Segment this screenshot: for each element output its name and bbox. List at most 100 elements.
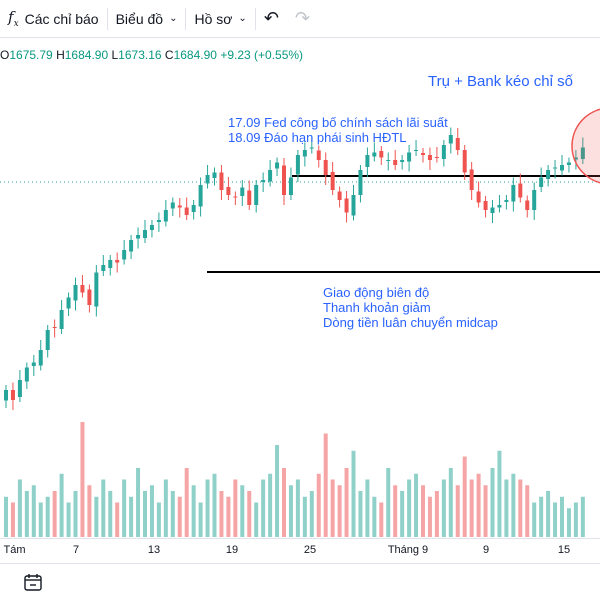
volume-bar [386,468,391,537]
function-icon: fx [8,8,19,29]
candle-body [275,162,280,169]
volume-bar [580,496,585,537]
candle-body [94,272,99,307]
volume-bar [469,479,474,537]
volume-bar [448,468,453,537]
annotation-range-line2[interactable]: Thanh khoản giảm [323,300,431,315]
candle-body [462,150,467,173]
volume-bar [143,491,147,537]
annotation-range-line3[interactable]: Dòng tiền luân chuyển midcap [323,315,498,330]
volume-bar [198,502,203,537]
annotation-range-line1[interactable]: Giao động biên độ [323,285,430,300]
volume-bar [407,479,412,537]
annotation-event-line2[interactable]: 18.09 Đáo hạn phái sinh HĐTL [228,130,407,145]
volume-bar [94,496,99,537]
volume-bar [268,473,273,537]
candle-body [24,367,29,382]
undo-button[interactable]: ↶ [256,0,287,38]
volume-bar [261,479,266,537]
highlight-circle[interactable] [571,108,600,184]
candle-body [448,135,453,144]
volume-bar [518,479,523,537]
candle-body [539,177,544,187]
annotation-event-line1[interactable]: 17.09 Fed công bố chính sách lãi suất [228,115,448,130]
candle-body [546,170,551,179]
low-label: L [111,48,119,62]
time-axis[interactable]: g Tám 7 13 19 25 Tháng 9 9 15 [0,538,600,563]
candle-body [344,198,349,213]
calendar-icon[interactable] [22,572,46,594]
volume-bar [219,491,224,537]
open-value: 1675.79 [9,48,53,62]
open-label: O [0,48,10,62]
volume-bar [351,450,356,537]
undo-icon: ↶ [263,8,279,28]
candle-body [566,162,571,165]
candle-body [115,260,120,263]
candle-body [553,167,558,169]
volume-bar [10,502,15,537]
volume-bar [511,473,516,537]
volume-bar [372,496,377,537]
low-value: 1673.16 [118,48,162,62]
volume-bar [566,508,571,537]
candle-body [316,150,321,160]
volume-bar [31,485,36,537]
candle-body [163,210,168,222]
volume-bars [4,422,585,537]
volume-bar [80,422,85,537]
candle-body [184,207,189,215]
candle-body [268,170,273,182]
indicators-button[interactable]: fx Các chỉ báo [0,0,107,38]
chart-type-label: Biểu đồ [115,10,164,27]
volume-bar [546,491,551,537]
volume-bar [4,496,8,537]
candle-body [351,195,356,216]
volume-bar [205,479,210,537]
candle-body [31,362,36,366]
volume-bar [247,491,252,537]
candle-body [393,160,398,165]
candle-body [226,187,231,195]
candle-body [240,187,245,196]
close-value: 1684.90 [173,48,217,62]
candle-body [66,297,71,309]
candle-body [434,157,439,158]
candle-body [469,169,474,190]
volume-bar [45,496,50,537]
volume-bar [108,491,113,537]
candle-body [490,207,495,213]
volume-bar [337,485,342,537]
candle-body [80,285,85,293]
toolbar-divider [185,7,187,30]
volume-bar [240,485,245,537]
volume-bar [553,502,558,537]
x-tick-label: 7 [72,544,80,556]
candle-body [143,230,147,238]
candle-body [525,200,530,210]
annotation-top-right[interactable]: Trụ + Bank kéo chỉ số [428,73,573,90]
toolbar-divider [254,7,256,30]
x-tick-label: 13 [147,544,161,556]
volume-bar [525,485,530,537]
volume-bar [344,468,349,537]
volume-bar [136,468,141,537]
candle-body [212,172,217,178]
volume-bar [427,496,432,537]
candle-body [511,185,516,202]
volume-bar [421,485,425,537]
candle-body [414,150,419,151]
redo-button[interactable]: ↷ [287,0,318,38]
candle-body [504,200,509,202]
candle-body [358,170,363,195]
x-tick-label: 25 [303,544,317,556]
candle-body [407,152,412,162]
candle-body [309,147,314,149]
candle-body [10,390,15,400]
profile-button[interactable]: Hồ sơ ⌄ [186,0,254,38]
price-chart[interactable] [0,0,600,538]
chart-type-button[interactable]: Biểu đồ ⌄ [108,0,186,38]
volume-bar [177,496,182,537]
profile-label: Hồ sơ [194,10,233,27]
volume-bar [490,468,495,537]
